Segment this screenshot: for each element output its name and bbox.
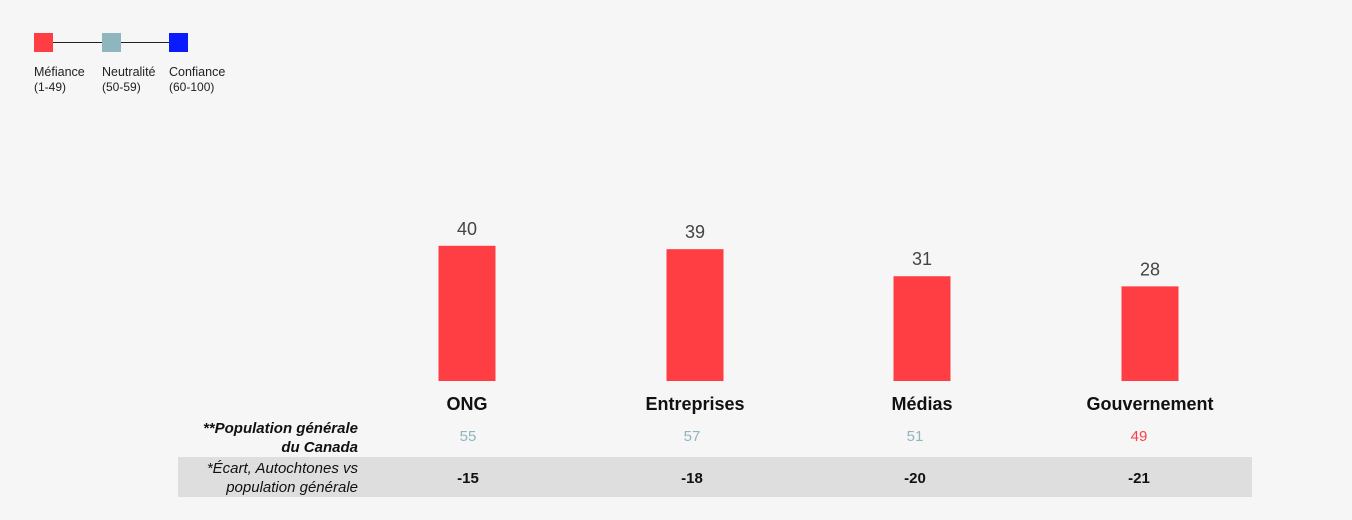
category-label: Médias <box>891 394 952 414</box>
bar-médias <box>893 276 951 381</box>
table-cell: -15 <box>457 470 479 487</box>
bar-gouvernement <box>1121 286 1179 381</box>
legend-label-mefiance: Méfiance <box>34 65 85 79</box>
bar-entreprises <box>666 249 724 381</box>
bar-value-label: 31 <box>912 249 932 269</box>
table-cell: 55 <box>459 428 477 445</box>
bar-chart: 40 ONG 39 Entreprises 31 Médias 28 Gouvernement <box>438 219 1214 414</box>
legend-range-neutralite: (50-59) <box>102 80 141 94</box>
category-label: ONG <box>446 394 487 414</box>
bar-value-label: 39 <box>685 222 705 242</box>
row-label-gap: *Écart, Autochtones vs population généra… <box>178 459 358 497</box>
category-label: Gouvernement <box>1086 394 1213 414</box>
legend-label-confiance: Confiance <box>169 65 226 79</box>
table-cell: -21 <box>1128 470 1150 487</box>
legend-connector <box>53 42 102 43</box>
comparison-table: **Population générale du Canada 55 57 51… <box>178 417 1252 497</box>
legend-label-neutralite: Neutralité <box>102 65 156 79</box>
legend-range-confiance: (60-100) <box>169 80 215 94</box>
legend-range-mefiance: (1-49) <box>34 80 67 94</box>
category-label: Entreprises <box>645 394 744 414</box>
bar-value-label: 40 <box>457 219 477 239</box>
table-cell: 51 <box>906 428 924 445</box>
table-cell: 49 <box>1130 428 1148 445</box>
legend-connector <box>121 42 169 43</box>
legend-swatch-mefiance <box>34 33 53 52</box>
row-label-line: population générale <box>226 479 358 496</box>
table-row-gap: *Écart, Autochtones vs population généra… <box>178 457 1252 497</box>
bar-ong <box>438 245 496 381</box>
table-cell: -20 <box>904 470 926 487</box>
table-cell: -18 <box>681 470 703 487</box>
table-row-population: **Population générale du Canada 55 57 51… <box>178 417 1252 457</box>
row-label-line: *Écart, Autochtones vs <box>206 460 358 477</box>
legend-swatch-confiance <box>169 33 188 52</box>
legend-swatch-neutralite <box>102 33 121 52</box>
row-label-line: du Canada <box>281 439 358 456</box>
bar-value-label: 28 <box>1140 259 1160 279</box>
row-label-population: **Population générale du Canada <box>178 419 358 457</box>
legend: Méfiance Neutralité Confiance (1-49) (50… <box>34 33 294 103</box>
row-label-line: **Population générale <box>202 420 358 437</box>
table-cell: 57 <box>683 428 701 445</box>
